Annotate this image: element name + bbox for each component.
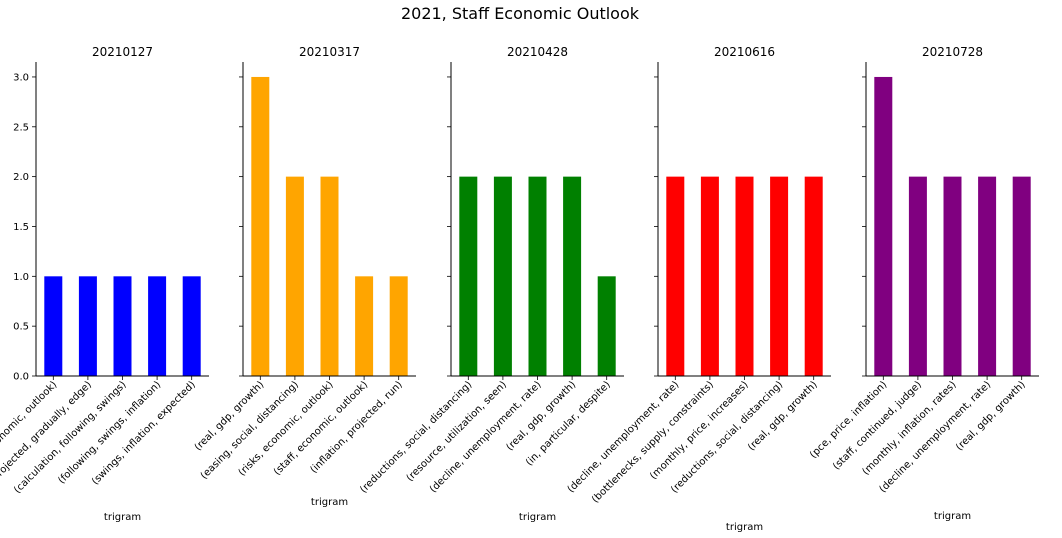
panel-title: 20210428 [507, 45, 568, 59]
bar [804, 176, 823, 376]
y-tick-label: 0.5 [13, 322, 29, 333]
figure-title: 2021, Staff Economic Outlook [401, 4, 640, 23]
bar [700, 176, 719, 376]
bar [285, 176, 304, 376]
y-tick-label: 3.0 [13, 72, 29, 83]
panel-title: 20210616 [714, 45, 775, 59]
panel-title: 20210728 [922, 45, 983, 59]
y-tick-label: 1.0 [13, 272, 29, 283]
x-tick-label: (real, gdp, growth) [954, 379, 1028, 453]
bar [113, 276, 132, 376]
bar [563, 176, 582, 376]
x-tick-label: (real, gdp, growth) [746, 379, 820, 453]
y-tick-label: 2.0 [13, 172, 29, 183]
panel-title: 20210317 [299, 45, 360, 59]
chart-panel-20210317: 20210317(real, gdp, growth)(easing, soci… [193, 45, 416, 508]
bar [182, 276, 201, 376]
x-axis-label: trigram [934, 511, 971, 522]
bar [735, 176, 754, 376]
bar [1012, 176, 1031, 376]
x-axis-label: trigram [519, 512, 556, 523]
bar [44, 276, 63, 376]
y-tick-label: 1.5 [13, 222, 29, 233]
bar [943, 176, 962, 376]
bar [874, 76, 893, 376]
bar [908, 176, 927, 376]
bar [597, 276, 616, 376]
x-axis-label: trigram [726, 522, 763, 533]
bar [148, 276, 167, 376]
x-tick-label: (bottlenecks, supply, constraints) [590, 379, 716, 505]
panel-title: 20210127 [92, 45, 153, 59]
bar [355, 276, 374, 376]
bar [978, 176, 997, 376]
x-axis-label: trigram [311, 497, 348, 508]
x-axis-label: trigram [104, 512, 141, 523]
bar [770, 176, 789, 376]
chart-panel-20210728: 20210728(pce, price, inflation)(staff, c… [808, 45, 1039, 522]
bar [251, 76, 270, 376]
bar [493, 176, 512, 376]
y-tick-label: 0.0 [13, 372, 29, 383]
bar [459, 176, 478, 376]
y-tick-label: 2.5 [13, 122, 29, 133]
bar [528, 176, 547, 376]
bar [320, 176, 339, 376]
bar [389, 276, 408, 376]
bar [78, 276, 97, 376]
bar [666, 176, 685, 376]
